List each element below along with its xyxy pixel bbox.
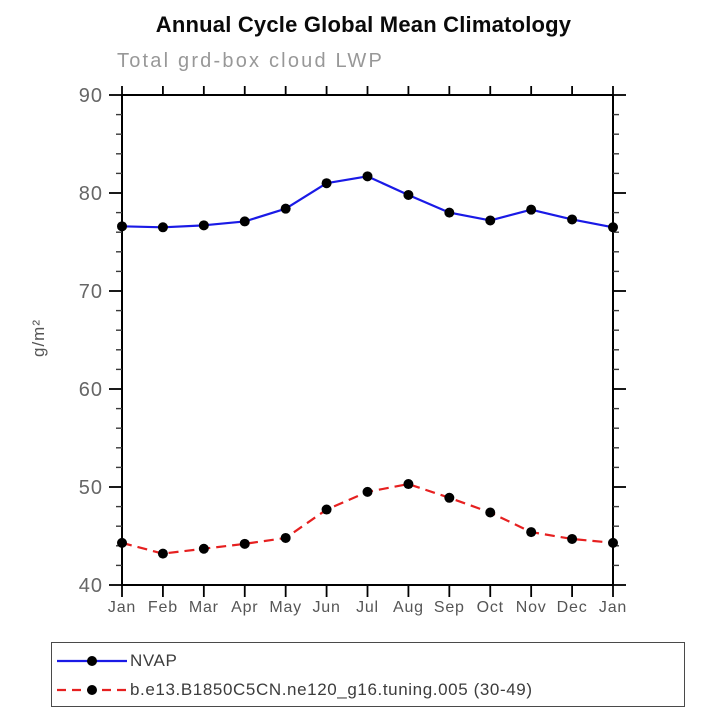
data-point-marker-series-0 bbox=[567, 214, 578, 225]
y-tick-label: 40 bbox=[79, 575, 103, 597]
chart-legend: NVAP b.e13.B1850C5CN.ne120_g16.tuning.00… bbox=[51, 642, 685, 707]
x-tick-label: Apr bbox=[231, 599, 258, 616]
data-point-marker-series-0 bbox=[403, 189, 414, 200]
x-tick-label: Mar bbox=[189, 599, 219, 616]
legend-label-model: b.e13.B1850C5CN.ne120_g16.tuning.005 (30… bbox=[130, 680, 533, 699]
x-tick-label: Jan bbox=[108, 599, 136, 616]
chart-title: Annual Cycle Global Mean Climatology bbox=[155, 12, 572, 37]
legend-line-sample-dashed bbox=[57, 685, 127, 695]
data-point-marker-series-0 bbox=[157, 222, 168, 233]
x-tick-label: Aug bbox=[393, 599, 424, 616]
legend-label-nvap: NVAP bbox=[130, 651, 178, 670]
data-point-marker-series-1 bbox=[485, 507, 496, 518]
legend-entry-nvap: NVAP bbox=[56, 650, 177, 672]
data-point-marker-series-0 bbox=[485, 215, 496, 226]
x-tick-label: May bbox=[269, 599, 302, 616]
legend-marker-dot-icon bbox=[87, 656, 97, 666]
x-tick-label: Dec bbox=[557, 599, 588, 616]
data-point-marker-series-1 bbox=[403, 479, 414, 490]
data-point-marker-series-0 bbox=[608, 222, 618, 233]
chart-subtitle: Total grd-box cloud LWP bbox=[117, 50, 384, 72]
plot-frame bbox=[121, 94, 614, 586]
y-tick-label: 80 bbox=[79, 183, 103, 205]
x-tick-label: Sep bbox=[434, 599, 465, 616]
data-point-marker-series-1 bbox=[280, 532, 291, 543]
data-point-marker-series-0 bbox=[239, 216, 250, 227]
legend-marker-dot-icon bbox=[87, 685, 97, 695]
data-point-marker-series-1 bbox=[239, 538, 250, 549]
y-tick-label: 50 bbox=[79, 477, 103, 499]
data-point-marker-series-1 bbox=[321, 504, 332, 515]
series-line-0 bbox=[121, 175, 614, 229]
data-point-marker-series-1 bbox=[117, 537, 127, 548]
legend-entry-model: b.e13.B1850C5CN.ne120_g16.tuning.005 (30… bbox=[56, 679, 533, 701]
y-tick-label: 70 bbox=[79, 281, 103, 303]
legend-line-sample-solid bbox=[57, 656, 127, 666]
data-point-marker-series-1 bbox=[608, 537, 618, 548]
x-tick-label: Jun bbox=[312, 599, 340, 616]
data-point-marker-series-0 bbox=[526, 204, 537, 215]
data-point-marker-series-1 bbox=[157, 548, 168, 559]
x-tick-label: Jul bbox=[356, 599, 379, 616]
data-point-marker-series-0 bbox=[444, 207, 455, 218]
data-point-marker-series-1 bbox=[362, 486, 373, 497]
y-axis-label: g/m² bbox=[29, 319, 48, 357]
data-point-marker-series-0 bbox=[321, 178, 332, 189]
data-point-marker-series-1 bbox=[198, 543, 209, 554]
data-point-marker-series-1 bbox=[444, 492, 455, 503]
data-point-marker-series-0 bbox=[280, 203, 291, 214]
x-tick-label: Nov bbox=[516, 599, 547, 616]
x-tick-label: Oct bbox=[477, 599, 504, 616]
x-tick-label: Feb bbox=[148, 599, 178, 616]
y-tick-label: 90 bbox=[79, 85, 103, 107]
data-point-marker-series-0 bbox=[198, 220, 209, 231]
data-point-marker-series-0 bbox=[362, 171, 373, 182]
data-point-marker-series-1 bbox=[526, 527, 537, 538]
data-point-marker-series-1 bbox=[567, 533, 578, 544]
data-point-marker-series-0 bbox=[117, 221, 127, 232]
x-tick-label: Jan bbox=[599, 599, 627, 616]
y-tick-label: 60 bbox=[79, 379, 103, 401]
